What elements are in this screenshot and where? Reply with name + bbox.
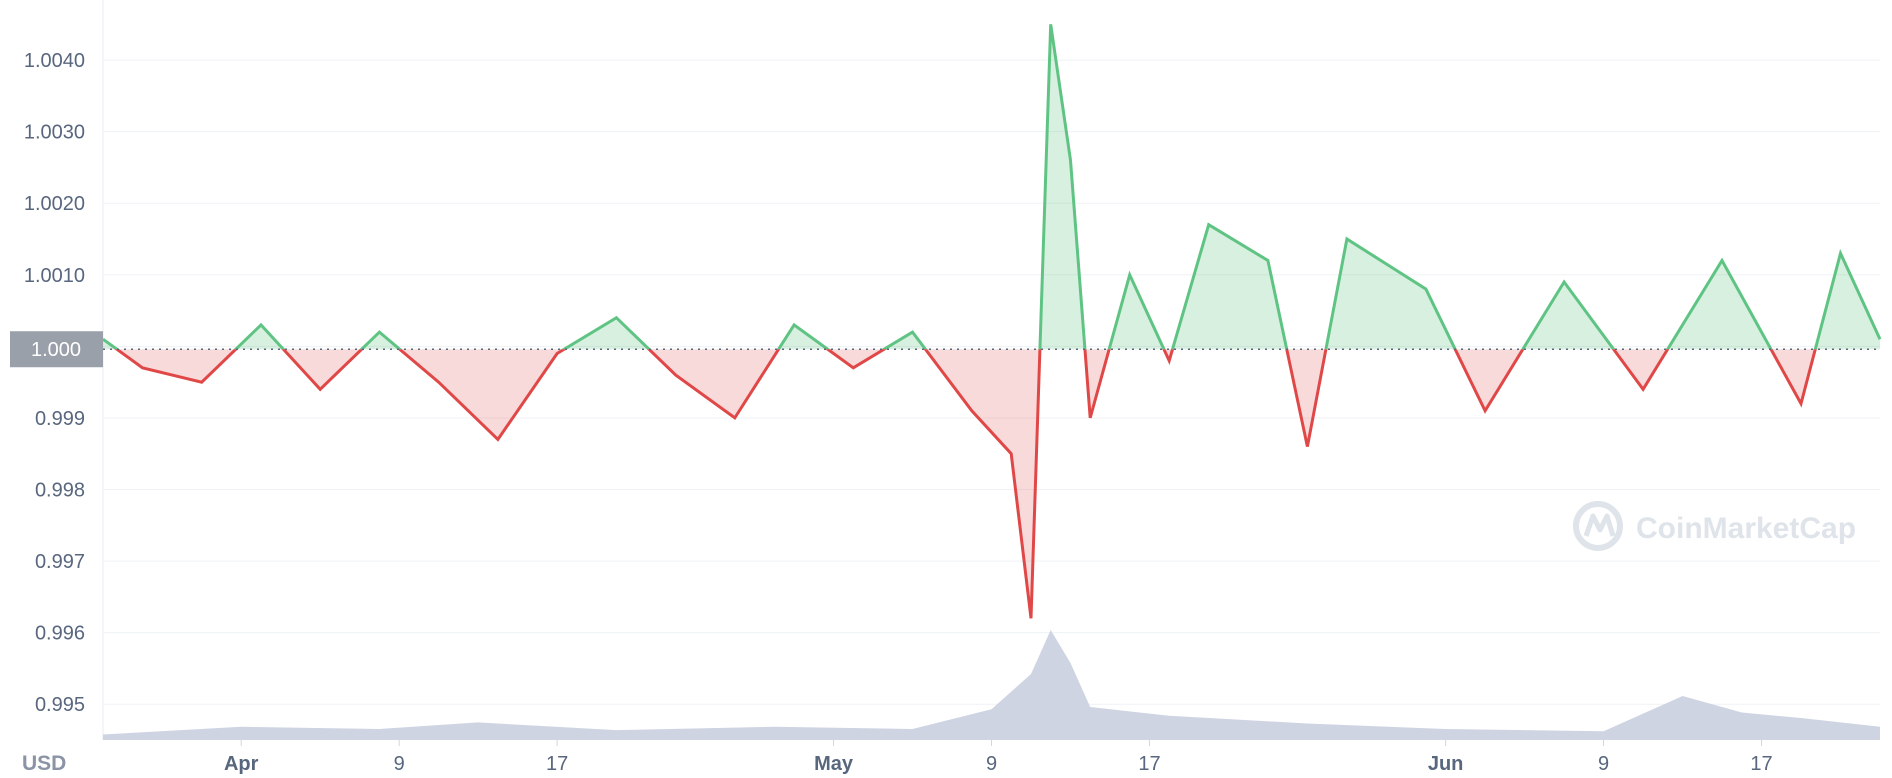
y-tick-label: 0.998 bbox=[35, 480, 85, 502]
x-axis: Apr 9 17 May 9 17 Jun 9 17 bbox=[224, 740, 1773, 775]
baseline-badge-label: 1.000 bbox=[31, 339, 81, 361]
y-axis: 1.00401.00301.00201.00101.00000.9990.998… bbox=[24, 50, 85, 716]
y-tick-label: 1.0010 bbox=[24, 265, 85, 287]
currency-unit-label: USD bbox=[22, 752, 66, 775]
baseline-price-badge: 1.000 bbox=[10, 331, 103, 368]
x-tick-label: Jun bbox=[1428, 753, 1464, 775]
coinmarketcap-watermark: CoinMarketCap bbox=[1573, 501, 1856, 551]
y-tick-label: 1.0040 bbox=[24, 50, 85, 72]
price-series[interactable] bbox=[102, 24, 1882, 619]
x-tick-label: 17 bbox=[546, 753, 568, 775]
y-tick-label: 0.999 bbox=[35, 408, 85, 430]
watermark-text: CoinMarketCap bbox=[1636, 512, 1856, 545]
y-tick-label: 0.995 bbox=[35, 694, 85, 716]
x-tick-label: Apr bbox=[224, 753, 259, 775]
price-area-above bbox=[103, 24, 1880, 350]
y-tick-label: 0.996 bbox=[35, 623, 85, 645]
x-tick-label: 9 bbox=[1598, 753, 1609, 775]
y-tick-label: 1.0030 bbox=[24, 122, 85, 144]
y-tick-label: 0.997 bbox=[35, 551, 85, 573]
x-tick-label: 9 bbox=[394, 753, 405, 775]
volume-area-path bbox=[103, 630, 1880, 740]
volume-area bbox=[103, 630, 1880, 740]
price-line-below[interactable] bbox=[103, 24, 1880, 619]
grid-lines bbox=[102, 0, 1880, 740]
coinmarketcap-logo-icon bbox=[1573, 501, 1623, 551]
x-tick-label: May bbox=[814, 753, 854, 775]
baseline-badge-bg bbox=[10, 331, 103, 368]
x-tick-label: 9 bbox=[986, 753, 997, 775]
x-tick-label: 17 bbox=[1138, 753, 1160, 775]
x-tick-label: 17 bbox=[1750, 753, 1772, 775]
y-tick-label: 1.0020 bbox=[24, 193, 85, 215]
